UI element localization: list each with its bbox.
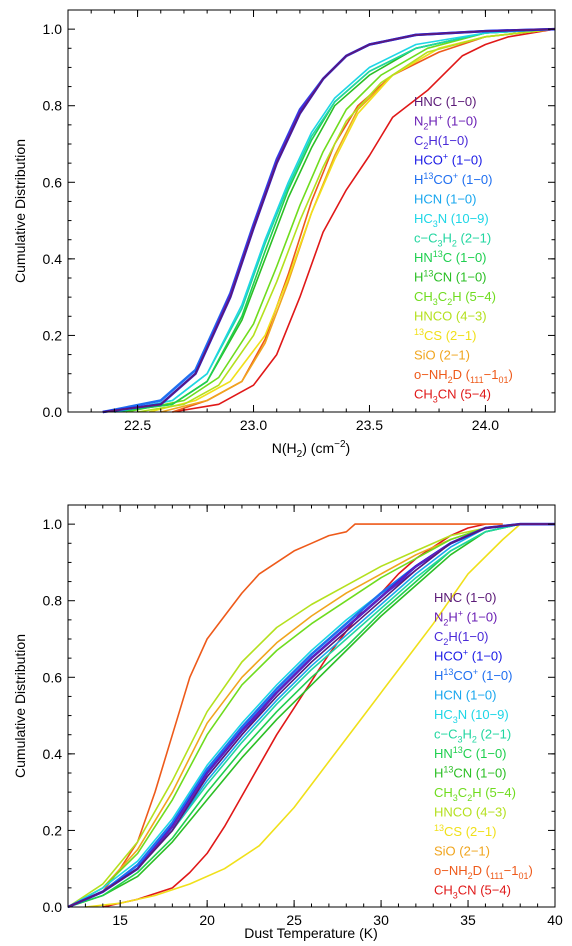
- series-line: [125, 28, 556, 413]
- column-density-panel: 22.5 23.0 23.5 24.0 0.0 0.2 0.4 0.6 0.8 1.0 HNC (…: [12, 9, 556, 460]
- y-axis-title: Cumulative Distribution: [12, 139, 28, 283]
- y-tick-label: 0.0: [43, 899, 63, 915]
- x-tick-label: 30: [373, 912, 389, 928]
- series-line: [67, 523, 555, 908]
- axis-ticks: 15 20 25 30 35 40 0.0 0.2 0.4 0.6 0.8 1.0: [43, 505, 563, 928]
- legend-entry: o−NH2D (111−101): [434, 863, 533, 881]
- series-line: [67, 523, 555, 908]
- legend-entry: C2H(1−0): [414, 133, 469, 151]
- legend-entry: H13CN (1−0): [414, 269, 487, 285]
- legend-entry: H13CO+ (1−0): [434, 667, 513, 683]
- legend-entry: CH3C2H (5−4): [414, 289, 496, 307]
- y-tick-label: 1.0: [43, 21, 63, 37]
- series-group: [67, 522, 555, 909]
- legend-entry: H13CN (1−0): [434, 765, 507, 781]
- legend-entry: HNC (1−0): [414, 94, 477, 109]
- y-tick-label: 0.0: [43, 404, 63, 420]
- y-tick-label: 0.8: [43, 593, 63, 609]
- y-tick-label: 0.2: [43, 327, 63, 343]
- series-line: [172, 28, 556, 413]
- legend-entry: HN13C (1−0): [434, 745, 507, 761]
- x-tick-label: 35: [460, 912, 476, 928]
- x-axis-title: N(H2) (cm−2): [272, 439, 350, 460]
- series-line: [102, 523, 486, 908]
- legend-entry: HCN (1−0): [434, 688, 497, 703]
- y-tick-label: 0.2: [43, 822, 63, 838]
- series-group: [102, 27, 556, 414]
- legend: HNC (1−0) N2H+ (1−0)C2H(1−0)HCO+ (1−0) H13…: [434, 590, 533, 901]
- axis-ticks: 22.5 23.0 23.5 24.0 0.0 0.2 0.4 0.6 0.8 1.0: [43, 10, 556, 433]
- legend-entry: HC3N (10−9): [434, 707, 509, 725]
- legend-entry: HNCO (4−3): [414, 309, 487, 324]
- y-tick-label: 0.4: [43, 251, 63, 267]
- x-tick-label: 40: [547, 912, 563, 928]
- y-tick-label: 0.8: [43, 98, 63, 114]
- legend-entry: HC3N (10−9): [414, 211, 489, 229]
- x-tick-label: 15: [112, 912, 128, 928]
- legend-entry: C2H(1−0): [434, 629, 489, 647]
- legend-entry: N2H+ (1−0): [414, 113, 477, 132]
- legend-entry: HN13C (1−0): [414, 249, 487, 265]
- legend-entry: HNC (1−0): [434, 590, 497, 605]
- series-line: [114, 28, 556, 413]
- legend-entry: HCO+ (1−0): [434, 648, 502, 664]
- legend-entry: c−C3H2 (2−1): [414, 231, 491, 249]
- x-tick-label: 23.0: [240, 417, 267, 433]
- x-tick-label: 22.5: [124, 417, 151, 433]
- series-line: [102, 28, 556, 413]
- x-tick-label: 23.5: [356, 417, 383, 433]
- legend-entry: CH3CN (5−4): [434, 883, 511, 901]
- legend-entry: H13CO+ (1−0): [414, 171, 493, 187]
- plot-frame: [67, 9, 556, 413]
- legend-entry: o−NH2D (111−101): [414, 367, 513, 385]
- x-tick-label: 25: [286, 912, 302, 928]
- y-tick-label: 1.0: [43, 516, 63, 532]
- legend-entry: SiO (2−1): [434, 844, 490, 859]
- legend-entry: 13CS (2−1): [434, 823, 496, 839]
- y-tick-label: 0.6: [43, 174, 63, 190]
- legend-entry: 13CS (2−1): [414, 327, 476, 343]
- x-axis-title: Dust Temperature (K): [244, 925, 378, 941]
- legend-entry: N2H+ (1−0): [434, 609, 497, 628]
- legend-entry: CH3C2H (5−4): [434, 785, 516, 803]
- legend-entry: HNCO (4−3): [434, 805, 507, 820]
- series-line: [85, 523, 555, 908]
- legend-entry: c−C3H2 (2−1): [434, 727, 511, 745]
- legend-entry: SiO (2−1): [414, 348, 470, 363]
- x-tick-label: 20: [199, 912, 215, 928]
- series-line: [67, 523, 503, 908]
- y-tick-label: 0.6: [43, 669, 63, 685]
- legend-entry: HCN (1−0): [414, 192, 477, 207]
- x-tick-label: 24.0: [472, 417, 499, 433]
- series-line: [67, 523, 555, 908]
- legend-entry: CH3CN (5−4): [414, 387, 491, 405]
- legend: HNC (1−0) N2H+ (1−0)C2H(1−0)HCO+ (1−0) H13…: [414, 94, 513, 405]
- y-tick-label: 0.4: [43, 746, 63, 762]
- legend-entry: HCO+ (1−0): [414, 152, 482, 168]
- dust-temperature-panel: 15 20 25 30 35 40 0.0 0.2 0.4 0.6 0.8 1.0 HNC (1−0)…: [12, 504, 563, 941]
- series-line: [137, 28, 556, 413]
- y-axis-title: Cumulative Distribution: [12, 634, 28, 778]
